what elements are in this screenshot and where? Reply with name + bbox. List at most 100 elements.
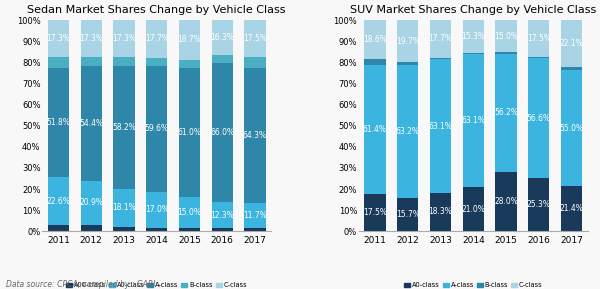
Bar — [496, 172, 517, 231]
Bar — [48, 225, 69, 231]
Text: 22.1%: 22.1% — [560, 39, 583, 48]
Bar — [212, 228, 233, 231]
Text: 16.3%: 16.3% — [210, 33, 234, 42]
Text: 18.3%: 18.3% — [428, 208, 452, 216]
Text: 58.2%: 58.2% — [112, 123, 136, 132]
Text: 28.0%: 28.0% — [494, 197, 518, 206]
Text: 51.8%: 51.8% — [46, 118, 70, 127]
Bar — [212, 202, 233, 228]
Bar — [364, 20, 386, 60]
Title: Sedan Market Shares Change by Vehicle Class: Sedan Market Shares Change by Vehicle Cl… — [28, 5, 286, 15]
Text: 54.4%: 54.4% — [79, 119, 103, 128]
Bar — [496, 52, 517, 53]
Bar — [364, 194, 386, 231]
Bar — [244, 68, 266, 203]
Title: SUV Market Shares Change by Vehicle Class: SUV Market Shares Change by Vehicle Clas… — [350, 5, 596, 15]
Bar — [80, 20, 102, 57]
Bar — [463, 187, 484, 231]
Text: 21.4%: 21.4% — [560, 204, 584, 213]
Bar — [146, 20, 167, 58]
Text: 21.0%: 21.0% — [461, 205, 485, 214]
Bar — [244, 203, 266, 228]
Text: 66.0%: 66.0% — [210, 128, 235, 137]
Bar — [430, 20, 451, 58]
Text: 17.5%: 17.5% — [363, 208, 387, 217]
Text: 56.2%: 56.2% — [494, 108, 518, 117]
Bar — [80, 181, 102, 225]
Bar — [113, 20, 134, 57]
Bar — [561, 70, 582, 186]
Bar — [113, 189, 134, 227]
Bar — [561, 186, 582, 231]
Bar — [244, 228, 266, 231]
Text: 17.5%: 17.5% — [243, 34, 267, 43]
Text: 17.3%: 17.3% — [112, 34, 136, 43]
Bar — [528, 58, 550, 178]
Bar — [212, 55, 233, 63]
Text: 19.7%: 19.7% — [396, 36, 420, 45]
Bar — [430, 192, 451, 231]
Text: 63.2%: 63.2% — [396, 127, 420, 136]
Text: 17.5%: 17.5% — [527, 34, 551, 43]
Text: 18.1%: 18.1% — [112, 203, 136, 212]
Text: 11.7%: 11.7% — [243, 211, 267, 220]
Text: 17.0%: 17.0% — [145, 205, 169, 214]
Bar — [146, 58, 167, 66]
Bar — [80, 57, 102, 66]
Bar — [113, 57, 134, 66]
Bar — [244, 20, 266, 57]
Bar — [561, 67, 582, 70]
Text: 18.6%: 18.6% — [363, 35, 387, 44]
Bar — [430, 60, 451, 192]
Text: Data source: CPCA, compiled by : GARI: Data source: CPCA, compiled by : GARI — [6, 280, 155, 289]
Text: 59.6%: 59.6% — [145, 124, 169, 134]
Text: 25.3%: 25.3% — [527, 200, 551, 209]
Bar — [179, 229, 200, 231]
Bar — [528, 20, 550, 57]
Bar — [397, 65, 418, 198]
Bar — [48, 177, 69, 225]
Bar — [364, 65, 386, 194]
Text: 55.0%: 55.0% — [560, 123, 584, 133]
Bar — [179, 197, 200, 229]
Bar — [528, 178, 550, 231]
Bar — [113, 66, 134, 189]
Bar — [48, 57, 69, 68]
Legend: A0-class, A-class, B-class, C-class: A0-class, A-class, B-class, C-class — [401, 280, 545, 289]
Text: 18.7%: 18.7% — [178, 36, 202, 45]
Bar — [146, 66, 167, 192]
Bar — [48, 20, 69, 57]
Bar — [179, 20, 200, 60]
Text: 15.7%: 15.7% — [396, 210, 420, 219]
Bar — [48, 68, 69, 177]
Bar — [397, 198, 418, 231]
Text: 56.6%: 56.6% — [527, 114, 551, 123]
Bar — [80, 66, 102, 181]
Text: 17.3%: 17.3% — [79, 34, 103, 43]
Bar — [463, 20, 484, 53]
Text: 61.4%: 61.4% — [363, 125, 387, 134]
Text: 12.3%: 12.3% — [211, 211, 234, 220]
Text: 61.0%: 61.0% — [178, 128, 202, 137]
Bar — [364, 60, 386, 65]
Bar — [244, 57, 266, 68]
Bar — [463, 54, 484, 187]
Bar — [397, 62, 418, 65]
Bar — [179, 68, 200, 197]
Text: 63.1%: 63.1% — [461, 116, 485, 125]
Text: 22.6%: 22.6% — [46, 197, 70, 205]
Bar — [212, 20, 233, 55]
Text: 17.3%: 17.3% — [46, 34, 70, 43]
Bar — [113, 227, 134, 231]
Bar — [496, 20, 517, 52]
Legend: A00-class, A0-class, A-class, B-class, C-class: A00-class, A0-class, A-class, B-class, C… — [64, 280, 250, 289]
Bar — [179, 60, 200, 68]
Bar — [397, 20, 418, 62]
Text: 20.9%: 20.9% — [79, 198, 103, 207]
Text: 63.1%: 63.1% — [428, 122, 452, 131]
Text: 17.7%: 17.7% — [145, 34, 169, 43]
Text: 15.0%: 15.0% — [494, 32, 518, 40]
Bar — [80, 225, 102, 231]
Bar — [496, 53, 517, 172]
Text: 15.3%: 15.3% — [461, 32, 485, 41]
